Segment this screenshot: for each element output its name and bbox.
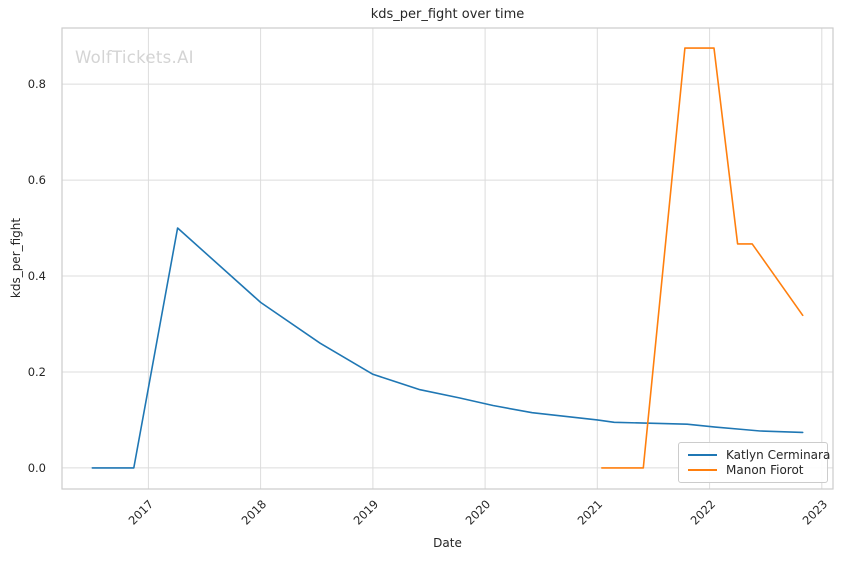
watermark: WolfTickets.AI xyxy=(75,48,194,67)
legend-line-swatch-blue xyxy=(688,453,717,456)
y-axis-label: kds_per_fight xyxy=(9,217,23,299)
y-tick-label: 0.6 xyxy=(27,173,46,187)
legend-item-katlyn-cerminara: Katlyn Cerminara xyxy=(688,448,830,462)
legend-label: Katlyn Cerminara xyxy=(726,447,831,462)
y-tick-label: 0.8 xyxy=(27,77,46,91)
legend-line-swatch-orange xyxy=(688,469,717,472)
series-line-katlyn-cerminara xyxy=(91,227,804,469)
series-line-manon-fiorot xyxy=(600,47,804,469)
y-tick-label: 0.4 xyxy=(27,269,46,283)
legend-label: Manon Fiorot xyxy=(726,463,804,478)
legend-item-manon-fiorot: Manon Fiorot xyxy=(688,463,818,477)
y-tick-label: 0.0 xyxy=(27,461,46,475)
chart-title: kds_per_fight over time xyxy=(370,7,525,22)
x-axis-label: Date xyxy=(433,536,462,550)
plot-border xyxy=(61,27,834,490)
y-tick-label: 0.2 xyxy=(27,365,46,379)
legend: Katlyn Cerminara Manon Fiorot xyxy=(678,442,830,483)
